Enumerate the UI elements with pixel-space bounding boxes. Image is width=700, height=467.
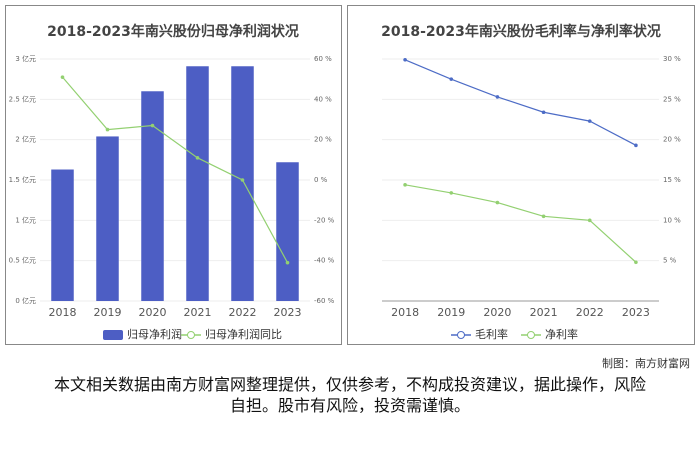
legend-swatch (527, 331, 535, 339)
point (240, 178, 245, 182)
x-tick-label: 2021 (530, 306, 558, 319)
line (404, 184, 637, 263)
point (403, 183, 407, 187)
point (60, 75, 65, 79)
point (105, 127, 110, 132)
x-tick-label: 2019 (437, 306, 465, 319)
legend-label: 净利率 (545, 327, 578, 341)
bar (231, 66, 254, 301)
y-tick-label: 0.5 亿元 (9, 256, 36, 265)
y2-tick-label: 40 % (314, 95, 332, 103)
x-tick-label: 2018 (391, 306, 419, 319)
y2-tick-label: 15 % (663, 176, 681, 184)
x-tick-label: 2020 (139, 306, 167, 319)
y2-tick-label: -60 % (314, 297, 335, 305)
point (587, 218, 592, 223)
y-tick-label: 3 亿元 (15, 54, 36, 63)
line (62, 76, 289, 263)
line (404, 59, 637, 146)
x-tick-label: 2022 (229, 306, 257, 319)
y2-tick-label: 25 % (663, 95, 681, 103)
legend-label: 归母净利润 (127, 327, 182, 341)
bar (276, 162, 299, 301)
bar (51, 169, 74, 301)
point (195, 156, 200, 160)
bar (186, 66, 209, 301)
chart-title: 2018-2023年南兴股份归母净利润状况 (47, 23, 299, 40)
panel (347, 5, 695, 345)
legend-label: 归母净利润同比 (205, 327, 282, 341)
point (541, 110, 546, 115)
y2-tick-label: 10 % (663, 216, 681, 224)
disclaimer: 本文相关数据由南方财富网整理提供，仅供参考，不构成投资建议，据此操作，风险自担。… (53, 375, 646, 415)
chart-title: 2018-2023年南兴股份毛利率与净利率状况 (381, 23, 661, 40)
y2-tick-label: 5 % (663, 257, 677, 265)
x-tick-label: 2023 (274, 306, 302, 319)
panel (5, 5, 342, 345)
x-tick-label: 2022 (576, 306, 604, 319)
legend-swatch (457, 331, 465, 339)
y-tick-label: 2 亿元 (15, 135, 36, 144)
point (587, 119, 592, 123)
y-tick-label: 0 亿元 (15, 296, 36, 305)
point (285, 260, 290, 265)
bar (141, 91, 164, 302)
x-tick-label: 2019 (94, 306, 122, 319)
point (634, 260, 638, 265)
point (403, 58, 407, 62)
x-tick-label: 2021 (184, 306, 212, 319)
charts: 制图：南方财富网 2018-2023年南兴股份归母净利润状况 0 亿元 0.5 亿元… (5, 5, 695, 370)
point (495, 200, 500, 205)
credit: 制图：南方财富网 (602, 356, 690, 370)
point (449, 77, 454, 81)
y2-tick-label: 20 % (314, 136, 332, 144)
point (541, 214, 546, 219)
legend-label: 毛利率 (475, 327, 508, 341)
y2-tick-label: -20 % (314, 216, 335, 224)
point (449, 191, 454, 195)
y2-tick-label: 30 % (663, 55, 681, 63)
y-tick-label: 1 亿元 (15, 215, 36, 224)
y-tick-label: 1.5 亿元 (9, 175, 36, 184)
y-tick-label: 2.5 亿元 (9, 94, 36, 103)
x-tick-label: 2018 (49, 306, 77, 319)
legend-swatch (103, 330, 123, 340)
x-tick-label: 2023 (622, 306, 650, 319)
y2-tick-label: -40 % (314, 257, 335, 265)
x-tick-label: 2020 (483, 306, 511, 319)
y2-tick-label: 60 % (314, 55, 332, 63)
legend-swatch (187, 331, 195, 339)
bar (96, 136, 119, 301)
point (634, 143, 638, 148)
point (150, 123, 155, 128)
y2-tick-label: 0 % (314, 176, 328, 184)
y2-tick-label: 20 % (663, 136, 681, 144)
point (495, 95, 500, 99)
